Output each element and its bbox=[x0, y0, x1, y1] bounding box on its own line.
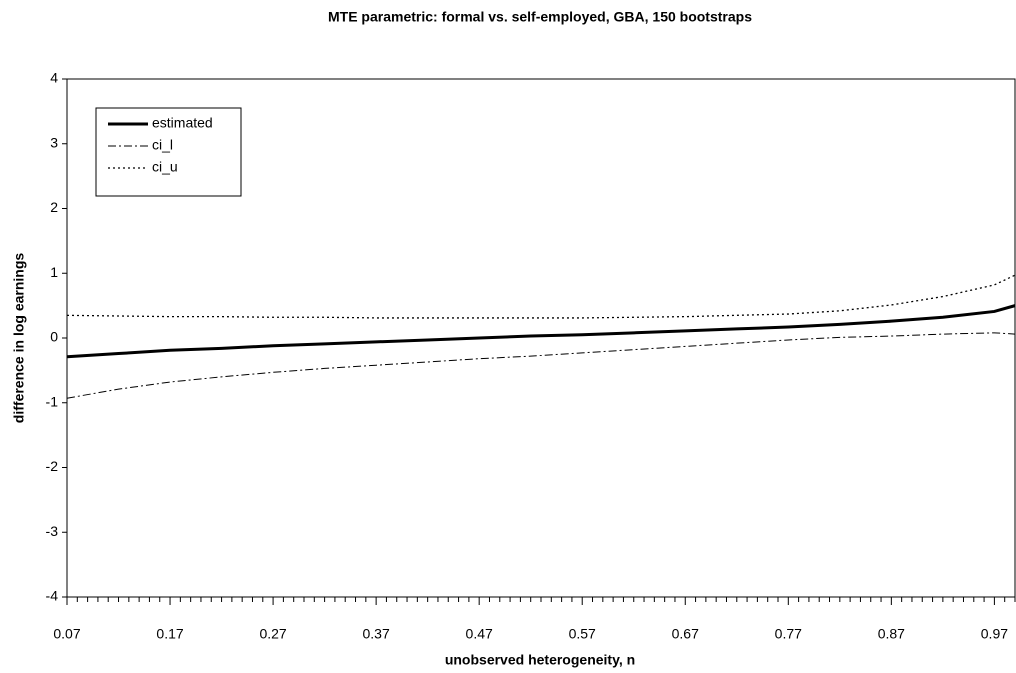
y-tick-label: 1 bbox=[50, 264, 58, 280]
y-tick-label: -1 bbox=[46, 393, 59, 409]
series-line bbox=[66, 304, 1016, 359]
y-axis-label: difference in log earnings bbox=[11, 253, 27, 424]
x-tick-label: 0.67 bbox=[672, 626, 699, 642]
legend-label: estimated bbox=[152, 115, 213, 131]
x-tick-label: 0.57 bbox=[569, 626, 596, 642]
y-tick-label: 4 bbox=[50, 70, 58, 86]
x-tick-label: 0.27 bbox=[259, 626, 286, 642]
y-tick-label: 0 bbox=[50, 329, 58, 345]
x-tick-label: 0.97 bbox=[981, 626, 1008, 642]
y-tick-label: -2 bbox=[46, 458, 59, 474]
x-tick-label: 0.07 bbox=[53, 626, 80, 642]
chart-title: MTE parametric: formal vs. self-employed… bbox=[328, 9, 752, 25]
series-line bbox=[66, 274, 1016, 319]
y-tick-label: -4 bbox=[46, 588, 59, 604]
series-line bbox=[66, 332, 1016, 399]
x-tick-label: 0.17 bbox=[156, 626, 183, 642]
y-tick-label: 2 bbox=[50, 199, 58, 215]
legend-label: ci_u bbox=[152, 159, 178, 175]
y-tick-label: 3 bbox=[50, 134, 58, 150]
legend-label: ci_l bbox=[152, 137, 173, 153]
x-tick-label: 0.77 bbox=[775, 626, 802, 642]
x-axis-label: unobserved heterogeneity, n bbox=[445, 652, 635, 668]
y-tick-label: -3 bbox=[46, 523, 59, 539]
x-tick-label: 0.37 bbox=[363, 626, 390, 642]
x-tick-label: 0.87 bbox=[878, 626, 905, 642]
x-tick-label: 0.47 bbox=[466, 626, 493, 642]
